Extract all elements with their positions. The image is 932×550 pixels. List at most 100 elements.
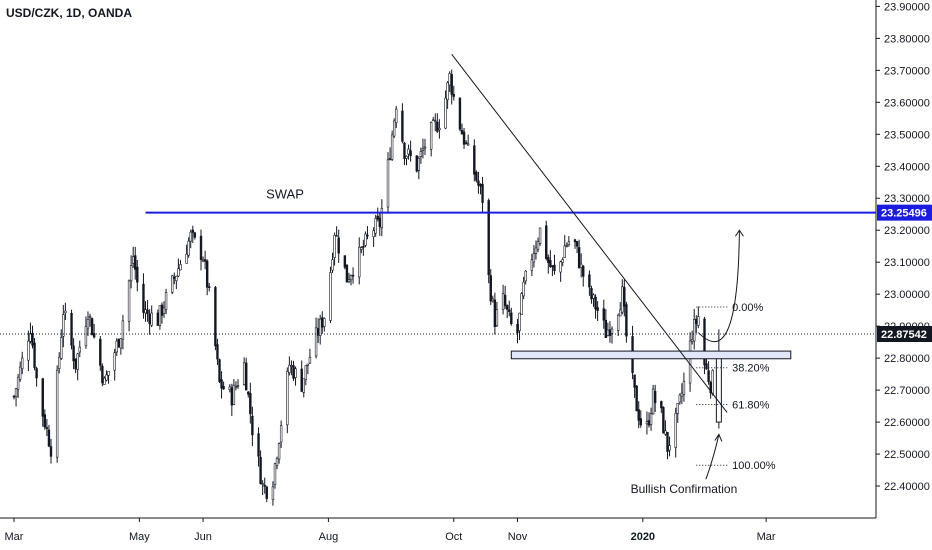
candle-body [633, 374, 636, 388]
candle-body [635, 385, 638, 412]
candle-body [503, 294, 507, 306]
candle-body [579, 263, 583, 268]
price-tick-label: 23.10000 [884, 257, 930, 269]
time-tick-label: Mar [757, 531, 776, 543]
candle-body [645, 421, 649, 425]
candle-body [115, 340, 118, 353]
candle-body [668, 445, 671, 451]
candle-body [144, 309, 147, 314]
candle-body [690, 339, 694, 342]
candle-body [602, 308, 605, 321]
candle-body [386, 159, 390, 208]
candle-body [335, 235, 338, 237]
candle-body [553, 264, 556, 272]
candle-body [261, 483, 264, 485]
price-tick-label: 23.60000 [884, 97, 930, 109]
current-price-badge-bg [877, 326, 932, 343]
candle-body [76, 353, 79, 370]
candle-body [14, 388, 18, 397]
candle-body [703, 318, 706, 366]
candle-body [487, 200, 490, 276]
candle-body [565, 245, 568, 247]
candle-body [232, 384, 236, 405]
candle-body [33, 342, 36, 368]
candle-body [520, 293, 523, 315]
candle-body [136, 266, 139, 283]
candle-body [142, 283, 145, 313]
chart-title: USD/CZK, 1D, OANDA [6, 6, 133, 20]
candle-body [220, 379, 223, 389]
candle-body [547, 257, 550, 263]
candle-body [582, 265, 585, 277]
candle-body [302, 378, 305, 393]
candle-body [695, 318, 698, 325]
candle-body [362, 246, 365, 248]
candle-body [107, 371, 110, 376]
candle-body [508, 309, 511, 312]
candle-body [18, 366, 22, 380]
price-tick-label: 23.40000 [884, 161, 930, 173]
candle-body [366, 234, 369, 237]
candle-body [662, 407, 665, 434]
candle-body [653, 391, 657, 404]
candle-body [290, 365, 293, 367]
price-tick-label: 23.70000 [884, 65, 930, 77]
candle-body [113, 352, 116, 371]
candle-body [214, 287, 217, 347]
candle-body [171, 275, 174, 293]
candle-body [606, 329, 610, 336]
candle-body [119, 338, 123, 349]
candle-body [460, 130, 464, 135]
candle-body [148, 314, 151, 324]
candle-body [376, 215, 379, 220]
candle-body [423, 146, 427, 149]
support-zone [510, 350, 792, 360]
candle-body [35, 368, 38, 379]
candle-body [62, 314, 65, 337]
candle-body [664, 430, 667, 435]
candle-body [60, 337, 63, 359]
price-tick-label: 23.80000 [884, 33, 930, 45]
candle-body [70, 313, 73, 346]
candle-body [337, 237, 340, 254]
candle-body [625, 304, 628, 337]
candle-body [41, 378, 44, 417]
candle-body [105, 374, 108, 381]
candle-body [259, 456, 262, 485]
candle-body [189, 231, 192, 242]
candle-body [530, 259, 534, 271]
candle-body [682, 380, 686, 395]
fib-level-label: 100.00% [732, 460, 776, 472]
candle-body [452, 94, 455, 97]
candle-body [473, 145, 476, 175]
candle-body [660, 401, 663, 409]
candle-body [390, 134, 394, 160]
candle-body [72, 345, 75, 362]
candle-body [705, 363, 708, 370]
candle-body [129, 265, 133, 282]
price-tick-label: 22.60000 [884, 417, 930, 429]
candle-body [524, 270, 527, 282]
price-tick-label: 23.90000 [884, 1, 930, 13]
candle-body [444, 97, 447, 129]
candle-body [263, 484, 266, 487]
candle-body [707, 370, 710, 382]
swap-price-badge: 23.25496 [881, 208, 927, 220]
candle-body [286, 371, 289, 426]
candle-body [676, 402, 679, 414]
candle-body [693, 319, 696, 342]
candle-body [146, 309, 149, 315]
candle-body [292, 365, 295, 379]
candle-body [162, 307, 166, 314]
candle-body [236, 385, 240, 387]
candle-body [436, 121, 439, 132]
fib-level-label: 0.00% [732, 302, 763, 314]
candle-body [522, 281, 525, 297]
candle-body [21, 357, 24, 370]
candle-body [596, 307, 599, 311]
candle-body [621, 286, 624, 313]
candle-body [434, 120, 437, 123]
candle-body [545, 225, 548, 259]
candle-body [421, 148, 425, 151]
